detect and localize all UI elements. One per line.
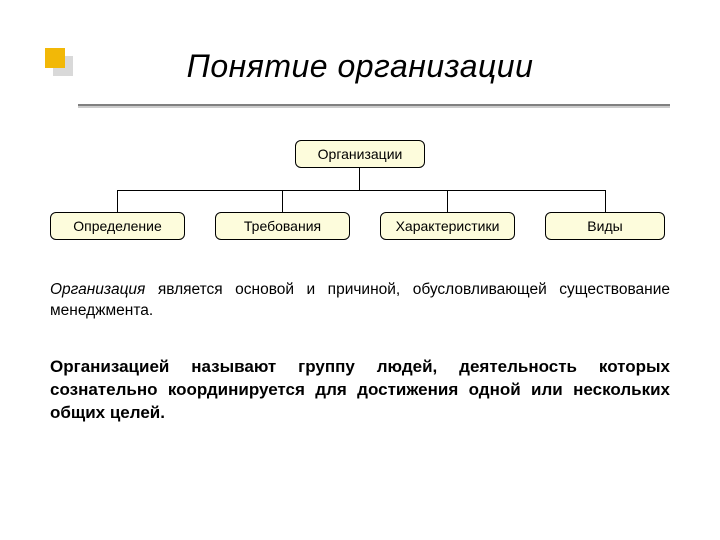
slide: Понятие организации Организации Определе… xyxy=(0,0,720,540)
node-root: Организации xyxy=(295,140,425,168)
connector-drop-3 xyxy=(447,190,448,212)
connector-drop-2 xyxy=(282,190,283,212)
bullet-front-square xyxy=(45,48,65,68)
title-underline xyxy=(78,104,670,106)
org-chart: Организации Определение Требования Харак… xyxy=(50,140,670,260)
connector-drop-4 xyxy=(605,190,606,212)
paragraph-1: Организация является основой и причиной,… xyxy=(50,280,670,322)
bullet-icon xyxy=(45,48,75,78)
node-child-2: Требования xyxy=(215,212,350,240)
node-child-1: Определение xyxy=(50,212,185,240)
paragraph-1-italic: Организация xyxy=(50,281,145,298)
connector-drop-1 xyxy=(117,190,118,212)
title-row: Понятие организации xyxy=(50,40,670,110)
paragraph-2: Организацией называют группу людей, деят… xyxy=(50,356,670,425)
node-child-3: Характеристики xyxy=(380,212,515,240)
title-underline-shadow xyxy=(78,106,670,108)
slide-title: Понятие организации xyxy=(50,40,670,85)
connector-trunk xyxy=(359,168,360,190)
node-child-4: Виды xyxy=(545,212,665,240)
connector-bus xyxy=(117,190,605,191)
